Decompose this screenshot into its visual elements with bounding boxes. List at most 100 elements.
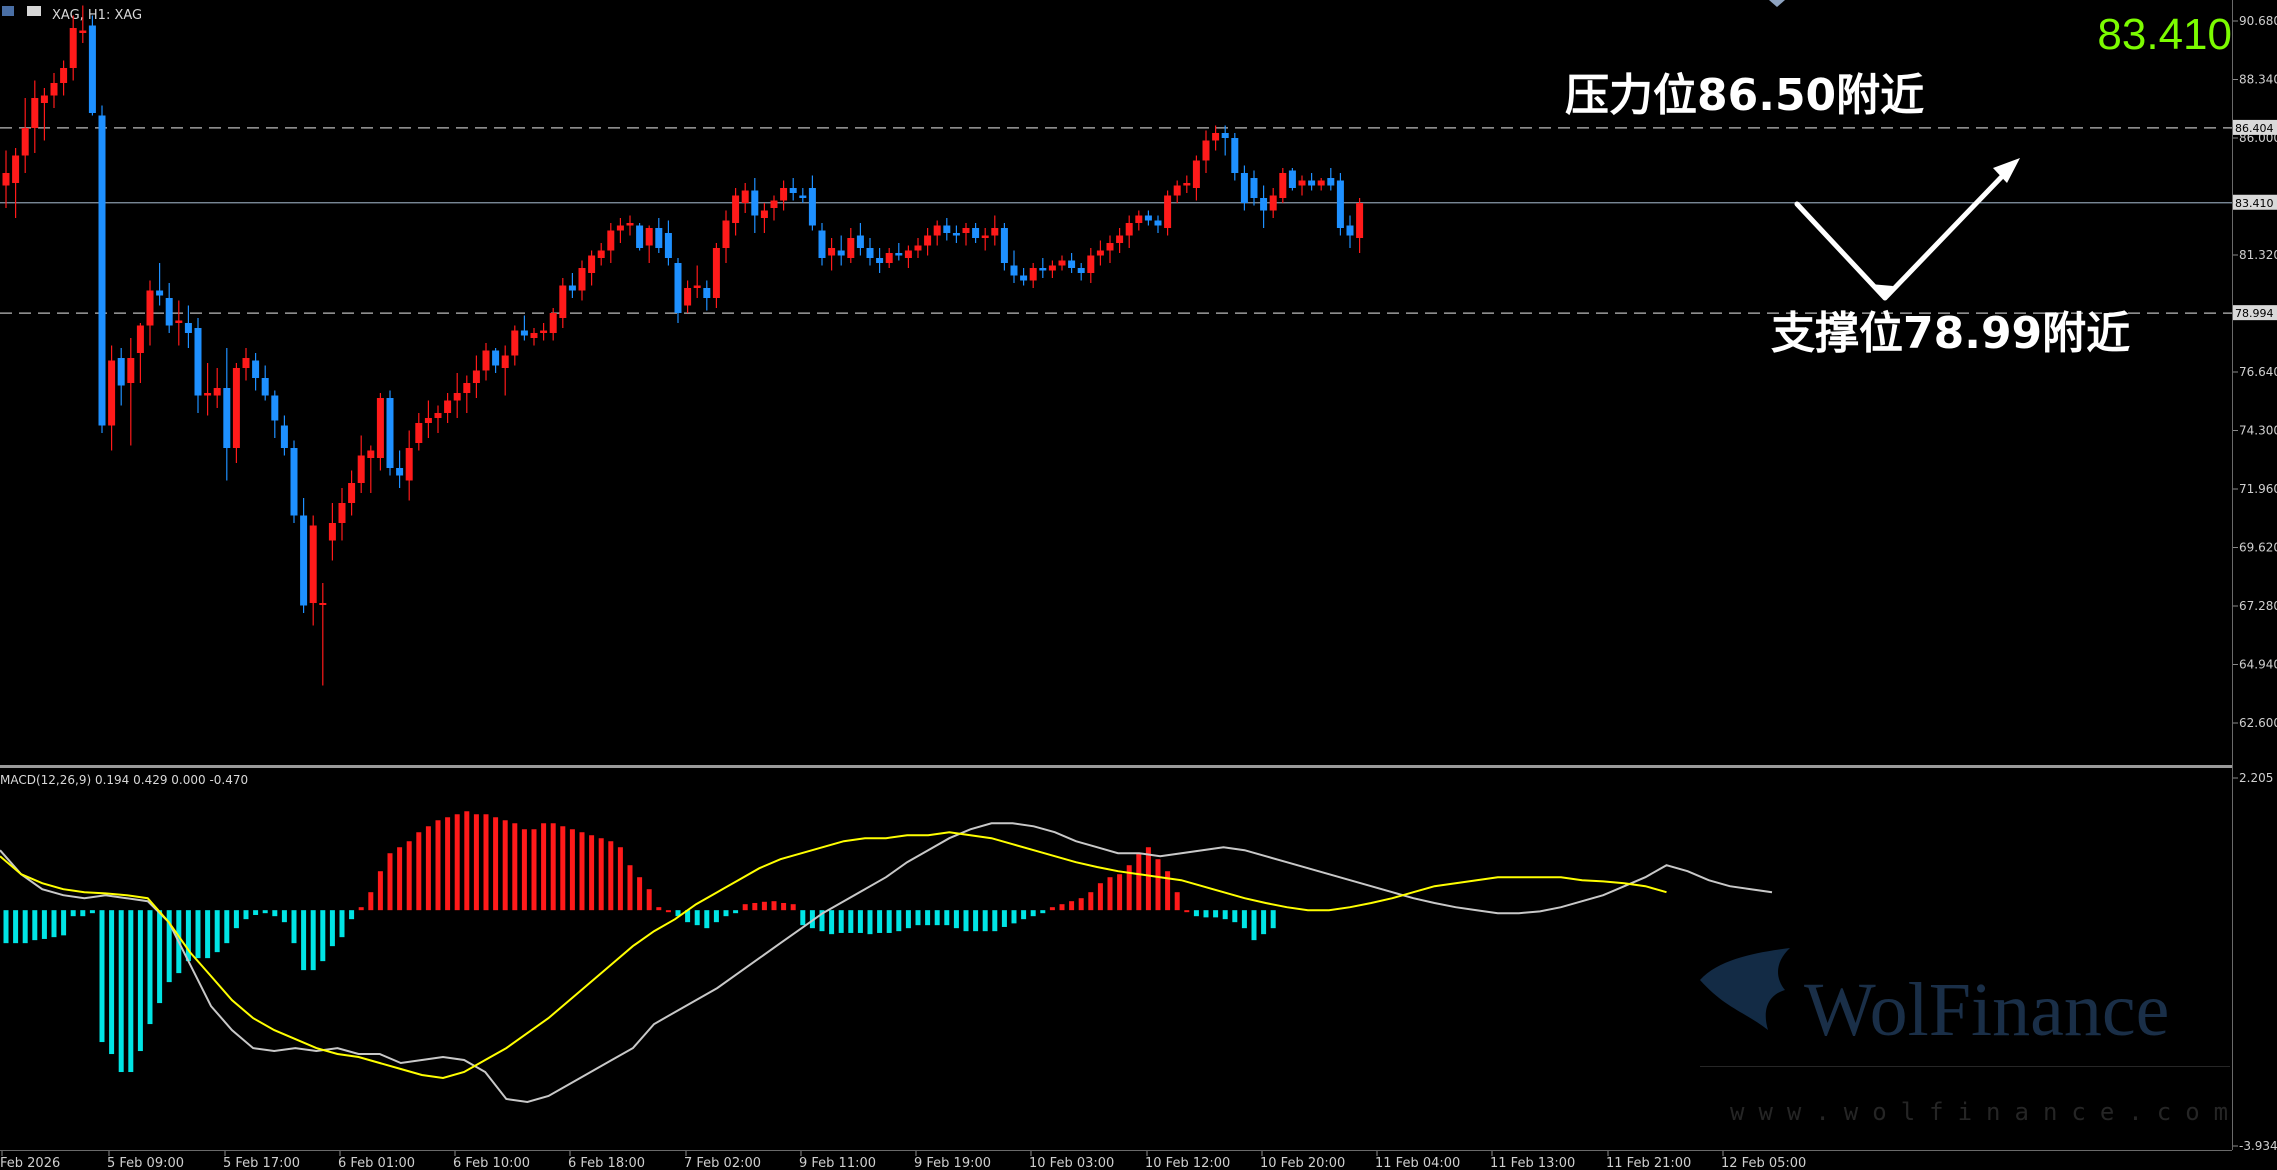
macd-histogram-bar (1136, 853, 1142, 911)
candle-body (885, 253, 893, 263)
candle-body (252, 360, 260, 378)
macd-histogram-bar (80, 910, 86, 917)
macd-histogram-bar (291, 910, 297, 944)
macd-histogram-bar (272, 910, 278, 917)
candle-body (972, 228, 980, 238)
macd-histogram-bar (934, 910, 940, 926)
macd-histogram-bar (166, 910, 172, 983)
candle-body (1221, 133, 1229, 138)
candle-body (463, 383, 471, 393)
candle-body (50, 83, 58, 96)
price-level-label: 83.410 (2235, 197, 2274, 210)
macd-histogram-bar (1184, 910, 1190, 913)
macd-histogram-bar (32, 910, 38, 941)
macd-histogram-bar (1232, 910, 1238, 923)
macd-histogram-bar (973, 910, 979, 932)
price-tick-label: 67.280 (2239, 599, 2277, 613)
macd-histogram-bar (1126, 865, 1132, 911)
price-level-lines (0, 127, 2232, 314)
price-level-label: 78.994 (2235, 307, 2274, 320)
candle-body (1250, 178, 1258, 198)
candle-body (952, 233, 960, 236)
candle-body (588, 255, 596, 273)
macd-histogram-bar (329, 910, 335, 947)
candle-body (424, 418, 432, 423)
macd-histogram-bar (627, 865, 633, 911)
candle-body (1106, 243, 1114, 251)
macd-histogram-bar (781, 902, 787, 911)
candle-body (232, 368, 240, 448)
candle-body (703, 288, 711, 298)
price-tick-label: 71.960 (2239, 482, 2277, 496)
candle-body (924, 235, 932, 246)
candle-body (386, 398, 394, 468)
price-tick-label: 81.320 (2239, 248, 2277, 262)
macd-histogram-bar (1040, 910, 1046, 914)
macd-histogram-bar (761, 901, 767, 911)
time-tick-label: 7 Feb 02:00 (684, 1156, 761, 1170)
candle-body (1068, 260, 1076, 268)
macd-histogram-bar (953, 910, 959, 929)
macd-histogram-bar (915, 910, 921, 926)
signal-line (0, 831, 1667, 1080)
macd-histogram-bar (521, 829, 527, 911)
macd-histogram-bar (541, 823, 547, 911)
candle-body (655, 228, 663, 248)
candle-body (146, 290, 154, 326)
candle-body (1231, 138, 1239, 173)
macd-histogram-bar (1088, 892, 1094, 911)
macd-histogram-bar (339, 910, 345, 938)
candle-body (1144, 215, 1152, 221)
candle-body (712, 248, 720, 298)
candle-body (1327, 178, 1335, 186)
candle-body (2, 173, 10, 186)
candle-body (117, 358, 125, 386)
candle-body (348, 483, 356, 503)
candle-body (98, 115, 106, 426)
macd-histogram-bar (406, 841, 412, 911)
candle-body (1116, 235, 1124, 243)
macd-histogram-bar (809, 910, 815, 929)
macd-histogram-bar (262, 910, 268, 914)
candle-body (722, 220, 730, 248)
candle-body (165, 298, 173, 326)
macd-histogram-bar (1203, 910, 1209, 918)
watermark-rule (1700, 1066, 2230, 1067)
candle-body (607, 230, 615, 251)
candle-body (1058, 260, 1066, 266)
price-level-boxes: 86.404 83.410 78.994 (2233, 119, 2277, 321)
candle-body (1356, 203, 1364, 238)
candle-body (664, 233, 672, 258)
macd-histogram-bar (368, 892, 374, 911)
candle-body (88, 25, 96, 113)
macd-histogram-bar (214, 910, 220, 953)
macd-histogram-bar (550, 823, 556, 911)
macd-histogram-bar (838, 910, 844, 933)
candle-body (1164, 195, 1172, 228)
candle-body (578, 268, 586, 291)
candle-body (847, 238, 855, 258)
candle-body (213, 388, 221, 396)
macd-histogram-bar (982, 910, 988, 932)
candle-body (242, 358, 250, 368)
scroll-marker-icon[interactable] (1769, 0, 1785, 7)
macd-histogram-bar (704, 910, 710, 929)
macd-tick-label: 2.205 (2239, 771, 2273, 785)
projection-path (1794, 162, 2016, 301)
macd-histogram-bar (857, 910, 863, 933)
macd-histogram-bar (1117, 874, 1123, 911)
candle-body (453, 393, 461, 401)
candle-body (981, 235, 989, 238)
candle-body (751, 190, 759, 216)
macd-histogram-bar (1011, 910, 1017, 924)
macd-histogram-bar (22, 910, 28, 944)
pane-separator[interactable] (0, 765, 2232, 768)
price-tick-label: 69.620 (2239, 541, 2277, 555)
candle-body (597, 250, 605, 258)
candle-body (328, 523, 336, 541)
macd-histogram-bar (1069, 901, 1075, 911)
candle-body (1212, 133, 1220, 141)
macd-histogram-bar (656, 907, 662, 911)
projection-arrowhead-icon (1993, 158, 2020, 183)
